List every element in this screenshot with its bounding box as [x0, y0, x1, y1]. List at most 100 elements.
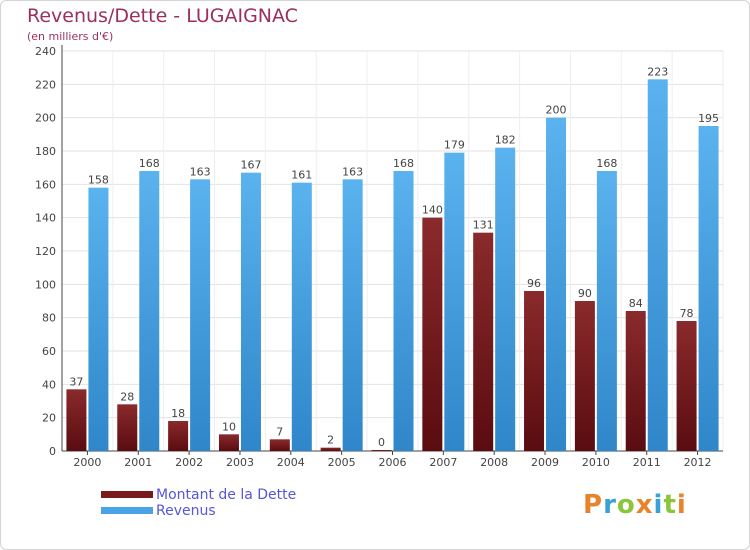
- chart-title: Revenus/Dette - LUGAIGNAC: [27, 5, 298, 27]
- bar-revenus-2000: [88, 187, 109, 451]
- data-label-revenus-2001: 168: [139, 157, 160, 170]
- bar-revenus-2001: [139, 171, 160, 451]
- data-label-dette-2004: 7: [276, 425, 283, 438]
- x-tick-label: 2002: [175, 456, 203, 469]
- y-tick-label: 240: [35, 45, 56, 58]
- x-tick-label: 2008: [480, 456, 508, 469]
- data-label-dette-2012: 78: [680, 307, 694, 320]
- data-label-revenus-2006: 168: [393, 157, 414, 170]
- y-tick-label: 100: [35, 278, 56, 291]
- y-tick-label: 120: [35, 245, 56, 258]
- data-label-revenus-2005: 163: [342, 165, 363, 178]
- bar-dette-2007: [422, 217, 443, 451]
- bar-revenus-2004: [291, 182, 312, 451]
- data-label-revenus-2008: 182: [495, 134, 516, 147]
- data-label-dette-2009: 96: [527, 277, 541, 290]
- legend-label-dette: Montant de la Dette: [156, 487, 297, 503]
- logo-letter: P: [583, 490, 604, 520]
- bar-dette-2002: [168, 421, 189, 451]
- bar-dette-2010: [574, 301, 595, 451]
- x-tick-label: 2000: [73, 456, 101, 469]
- y-tick-label: 180: [35, 145, 56, 158]
- bar-dette-2008: [473, 232, 494, 451]
- y-tick-label: 40: [42, 378, 56, 391]
- bar-revenus-2010: [596, 171, 617, 451]
- bar-dette-2009: [524, 291, 545, 451]
- y-tick-label: 0: [49, 445, 56, 458]
- data-label-dette-2000: 37: [69, 375, 83, 388]
- y-tick-label: 220: [35, 78, 56, 91]
- logo-letter: o: [616, 490, 636, 520]
- bar-revenus-2002: [190, 179, 211, 452]
- data-label-dette-2003: 10: [222, 420, 236, 433]
- y-tick-label: 200: [35, 112, 56, 125]
- x-tick-label: 2012: [684, 456, 712, 469]
- bar-revenus-2003: [240, 172, 261, 451]
- y-tick-label: 140: [35, 212, 56, 225]
- x-tick-label: 2011: [633, 456, 661, 469]
- data-label-dette-2005: 2: [327, 434, 334, 447]
- x-tick-label: 2010: [582, 456, 610, 469]
- proxiti-logo: Proxiti: [583, 490, 687, 520]
- bar-revenus-2006: [393, 171, 414, 451]
- bar-revenus-2005: [342, 179, 363, 452]
- data-label-dette-2011: 84: [629, 297, 643, 310]
- logo-letter: r: [603, 490, 617, 520]
- y-tick-label: 160: [35, 178, 56, 191]
- grid-lines: [61, 50, 724, 452]
- bar-revenus-2011: [647, 79, 668, 451]
- bars: [66, 79, 719, 452]
- data-label-dette-2010: 90: [578, 287, 592, 300]
- logo-letter: x: [635, 490, 654, 520]
- data-label-revenus-2004: 161: [291, 169, 312, 182]
- x-tick-label: 2007: [429, 456, 457, 469]
- x-tick-label: 2005: [328, 456, 356, 469]
- bar-revenus-2009: [546, 117, 567, 452]
- data-label-revenus-2007: 179: [444, 139, 465, 152]
- data-label-dette-2007: 140: [422, 204, 443, 217]
- x-tick-label: 2003: [226, 456, 254, 469]
- bar-dette-2003: [218, 434, 239, 451]
- y-tick-label: 20: [42, 412, 56, 425]
- legend-swatch-dette: [101, 491, 153, 498]
- y-tick-label: 60: [42, 345, 56, 358]
- legend: Montant de la Dette Revenus: [101, 487, 421, 519]
- data-label-revenus-2009: 200: [546, 104, 567, 117]
- x-tick-label: 2006: [379, 456, 407, 469]
- data-label-revenus-2000: 158: [88, 174, 109, 187]
- chart-subtitle: (en milliers d'€): [27, 30, 114, 43]
- x-tick-label: 2001: [124, 456, 152, 469]
- logo-letter: i: [676, 490, 687, 520]
- legend-label-revenus: Revenus: [156, 503, 216, 519]
- logo-letter: i: [653, 490, 664, 520]
- bar-dette-2000: [66, 389, 87, 451]
- data-label-dette-2008: 131: [473, 219, 494, 232]
- bar-dette-2011: [625, 311, 646, 451]
- logo-letter: t: [663, 490, 677, 520]
- bar-dette-2001: [117, 404, 138, 451]
- data-label-dette-2002: 18: [171, 407, 185, 420]
- data-label-revenus-2003: 167: [240, 159, 261, 172]
- bar-dette-2005: [320, 447, 341, 451]
- x-tick-label: 2004: [277, 456, 305, 469]
- bar-revenus-2007: [444, 152, 465, 451]
- legend-item-dette: Montant de la Dette: [101, 487, 421, 503]
- bar-revenus-2012: [698, 126, 719, 451]
- x-tick-label: 2009: [531, 456, 559, 469]
- bar-dette-2004: [269, 439, 290, 451]
- data-label-dette-2001: 28: [120, 390, 134, 403]
- data-label-revenus-2002: 163: [190, 165, 211, 178]
- data-labels: 37 158 28 168 18 163 10 167 7 161 2 163 0 168 140 179 13…: [69, 65, 719, 449]
- legend-item-revenus: Revenus: [101, 503, 421, 519]
- bar-dette-2012: [676, 321, 697, 451]
- data-label-revenus-2010: 168: [596, 157, 617, 170]
- data-label-dette-2006: 0: [378, 436, 385, 449]
- bar-dette-2006: [371, 450, 392, 451]
- bar-revenus-2008: [495, 147, 516, 451]
- data-label-revenus-2012: 195: [698, 112, 719, 125]
- y-tick-label: 80: [42, 312, 56, 325]
- legend-swatch-revenus: [101, 507, 153, 514]
